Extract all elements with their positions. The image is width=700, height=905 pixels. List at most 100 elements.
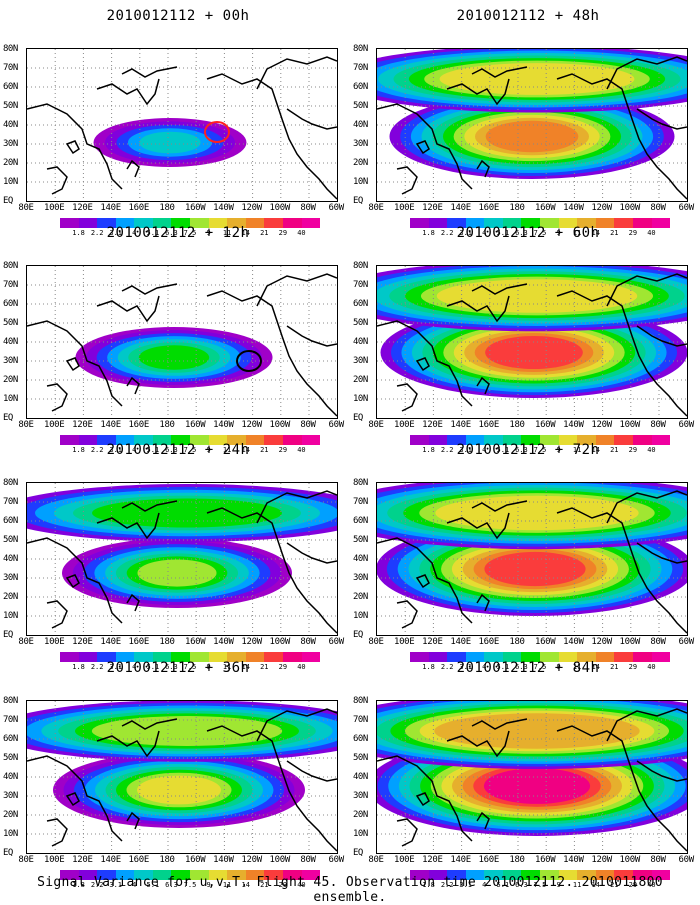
coastline bbox=[396, 818, 418, 847]
colorbar-swatch bbox=[502, 435, 522, 445]
latitude-label: 60N bbox=[3, 516, 18, 526]
colorbar-swatch bbox=[301, 652, 321, 662]
panel-title: 2010012112 + 60h bbox=[456, 225, 600, 241]
colorbar-label: 3.1 bbox=[459, 881, 473, 889]
latitude-label: 10N bbox=[3, 394, 18, 404]
longitude-label: 120E bbox=[72, 420, 93, 430]
colorbar-swatch bbox=[97, 652, 116, 662]
longitude-label: 140E bbox=[100, 855, 121, 865]
colorbar-label: 21 bbox=[260, 881, 269, 889]
coastline bbox=[446, 730, 510, 758]
variance-contour bbox=[485, 120, 579, 153]
coastline bbox=[126, 159, 140, 178]
colorbar-label: 5.1 bbox=[496, 229, 510, 237]
latitude-label: 80N bbox=[353, 44, 368, 54]
forecast-panel: 2010012112 + 84h 80N 70N 60N 50N 40N 30N 20N 10N… bbox=[353, 660, 700, 889]
coastline bbox=[256, 56, 337, 90]
colorbar-label: 4 bbox=[132, 881, 137, 889]
latitude-label: 40N bbox=[3, 554, 18, 564]
colorbar-swatch bbox=[614, 870, 633, 880]
colorbar-swatch bbox=[447, 218, 466, 228]
colorbar-label: 4 bbox=[132, 446, 137, 454]
coastline bbox=[126, 811, 140, 830]
longitude-label: 100E bbox=[43, 637, 65, 647]
coastline bbox=[286, 760, 337, 782]
variance-contour bbox=[435, 495, 639, 531]
coastline bbox=[476, 159, 490, 178]
forecast-panel: 2010012112 + 12h 80N 70N 60N 50N 40N 30N 20N 10N… bbox=[3, 225, 351, 454]
colorbar-label: 40 bbox=[297, 663, 306, 671]
latitude-label: 10N bbox=[3, 611, 18, 621]
coastline bbox=[377, 537, 473, 624]
colorbar-label: 6.3 bbox=[515, 229, 528, 237]
coastline bbox=[396, 166, 418, 195]
colorbar-swatch bbox=[651, 435, 671, 445]
latitude-label: 30N bbox=[3, 139, 18, 149]
coastline bbox=[206, 290, 337, 417]
colorbar-swatch bbox=[632, 218, 652, 228]
colorbar-swatch bbox=[264, 652, 283, 662]
colorbar-label: 5.1 bbox=[146, 229, 160, 237]
colorbar-label: 29 bbox=[628, 663, 638, 671]
longitude-label: 180 bbox=[159, 203, 175, 213]
latitude-label: 60N bbox=[353, 299, 368, 309]
colorbar-swatch bbox=[484, 652, 503, 662]
colorbar-label: 14 bbox=[591, 881, 600, 889]
coastline bbox=[126, 376, 140, 395]
colorbar-swatch bbox=[502, 218, 522, 228]
coastline bbox=[476, 811, 490, 830]
latitude-label: 40N bbox=[3, 772, 18, 782]
longitude-label: 120E bbox=[422, 637, 443, 647]
coastline bbox=[396, 600, 418, 629]
variance-contour bbox=[483, 768, 591, 804]
longitude-label: 100W bbox=[269, 855, 291, 865]
longitude-label: 80E bbox=[18, 637, 34, 647]
colorbar-label: 11 bbox=[572, 663, 582, 671]
longitude-label: 80E bbox=[18, 203, 34, 213]
latitude-label: EQ bbox=[353, 848, 363, 858]
colorbar bbox=[60, 870, 321, 880]
map-svg bbox=[27, 483, 337, 635]
coastline bbox=[46, 600, 68, 629]
coastline bbox=[476, 376, 490, 395]
colorbar-label: 3.1 bbox=[109, 663, 123, 671]
latitude-label: 50N bbox=[353, 535, 368, 545]
colorbar-swatch bbox=[264, 870, 283, 880]
latitude-label: EQ bbox=[3, 630, 13, 640]
latitude-label: 10N bbox=[353, 829, 368, 839]
colorbar-label: 6.3 bbox=[515, 446, 528, 454]
longitude-label: 160E bbox=[478, 855, 500, 865]
latitude-label: 10N bbox=[353, 611, 368, 621]
coastline bbox=[606, 490, 687, 524]
coastline bbox=[286, 325, 337, 347]
longitude-label: 160E bbox=[128, 420, 150, 430]
colorbar-label: 4 bbox=[482, 446, 487, 454]
latitude-label: 30N bbox=[353, 139, 368, 149]
colorbar-swatch bbox=[410, 435, 429, 445]
longitude-label: 120W bbox=[591, 420, 612, 430]
colorbar-swatch bbox=[115, 435, 135, 445]
colorbar-label: 21 bbox=[610, 663, 619, 671]
colorbar-label: 1.8 bbox=[422, 446, 435, 454]
colorbar-swatch bbox=[60, 870, 79, 880]
map-svg bbox=[377, 701, 687, 853]
colorbar-label: 3.1 bbox=[459, 229, 473, 237]
longitude-label: 160W bbox=[184, 855, 206, 865]
colorbar-swatch bbox=[115, 652, 135, 662]
colorbar-swatch bbox=[577, 652, 596, 662]
colorbar-swatch bbox=[595, 870, 615, 880]
colorbar-swatch bbox=[410, 218, 429, 228]
variance-map bbox=[376, 700, 688, 854]
colorbar-label: 9 bbox=[556, 446, 561, 454]
longitude-label: 160E bbox=[478, 203, 500, 213]
colorbar-swatch bbox=[152, 435, 172, 445]
colorbar-swatch bbox=[502, 652, 522, 662]
latitude-label: 20N bbox=[353, 810, 368, 820]
coastline bbox=[206, 507, 337, 634]
colorbar-label: 4 bbox=[482, 881, 487, 889]
colorbar-swatch bbox=[134, 218, 153, 228]
coastline bbox=[415, 574, 430, 589]
colorbar-label: 21 bbox=[610, 881, 619, 889]
colorbar-swatch bbox=[428, 218, 448, 228]
colorbar-swatch bbox=[521, 435, 541, 445]
